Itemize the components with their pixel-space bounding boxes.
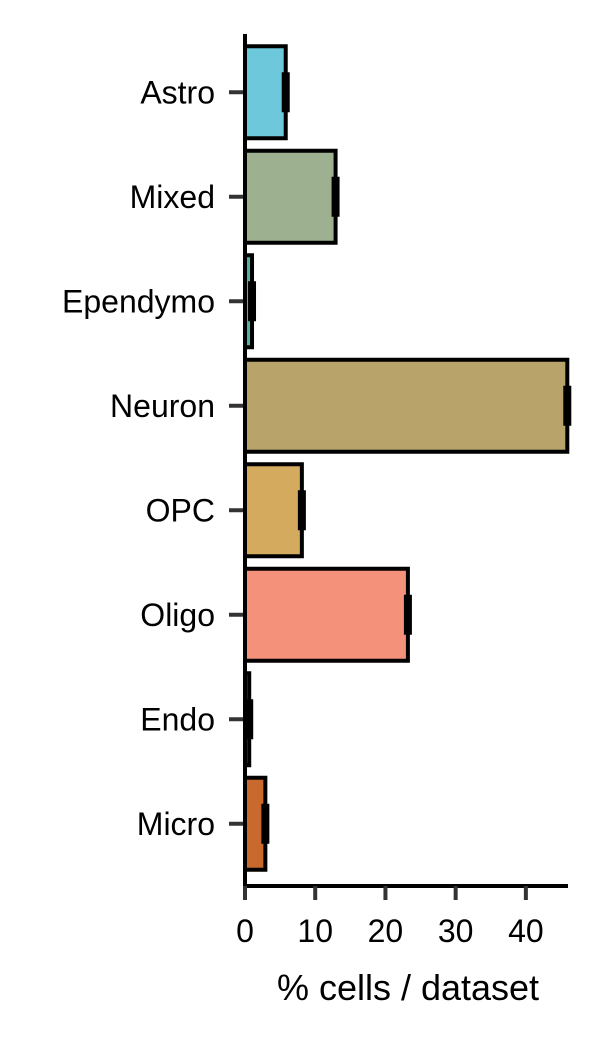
bars-layer <box>243 44 570 872</box>
error-cap-mixed <box>331 176 340 217</box>
bar-mixed <box>243 148 338 245</box>
y-axis: Astro Mixed Ependymo Neuron OPC Oligo Endo Micr… <box>62 34 247 886</box>
y-tick-label-micro: Micro <box>137 806 215 842</box>
error-bars-layer <box>245 72 572 844</box>
bar-oligo <box>243 566 410 663</box>
bar-opc <box>243 462 304 559</box>
error-cap-astro <box>281 72 290 113</box>
y-tick-label-astro: Astro <box>140 74 215 110</box>
y-tick-label-endo: Endo <box>140 701 215 737</box>
bar-neuron <box>243 357 570 454</box>
error-cap-micro <box>261 803 270 844</box>
error-cap-endo <box>245 699 254 740</box>
bar-astro <box>243 44 288 141</box>
error-cap-neuron <box>563 385 572 426</box>
y-tick-label-neuron: Neuron <box>110 388 215 424</box>
x-tick-label-0: 0 <box>236 913 254 949</box>
x-tick-label-10: 10 <box>297 913 333 949</box>
x-axis: 0 10 20 30 40 <box>236 884 568 949</box>
x-tick-label-40: 40 <box>508 913 544 949</box>
y-tick-label-mixed: Mixed <box>130 179 215 215</box>
error-cap-ependymo <box>248 281 257 322</box>
y-tick-label-opc: OPC <box>146 492 215 528</box>
y-tick-label-oligo: Oligo <box>140 597 215 633</box>
error-cap-opc <box>297 490 306 531</box>
x-tick-label-30: 30 <box>438 913 474 949</box>
x-axis-title: % cells / dataset <box>277 967 539 1008</box>
y-tick-label-ependymo: Ependymo <box>62 283 215 319</box>
error-cap-oligo <box>403 594 412 635</box>
x-tick-label-20: 20 <box>368 913 404 949</box>
